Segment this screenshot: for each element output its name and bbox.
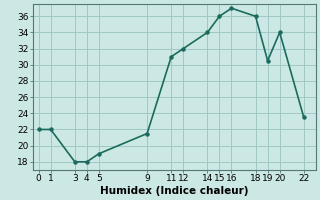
X-axis label: Humidex (Indice chaleur): Humidex (Indice chaleur) <box>100 186 249 196</box>
